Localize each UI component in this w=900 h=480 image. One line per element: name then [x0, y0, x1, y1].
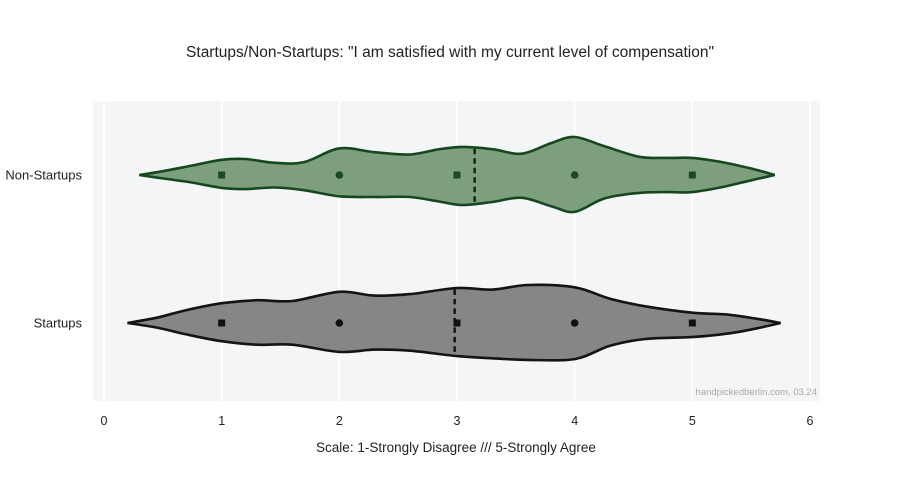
data-point-circle — [570, 171, 579, 179]
x-tick-label: 4 — [571, 414, 578, 428]
x-tick-label: 5 — [689, 414, 696, 428]
data-point-square — [453, 171, 461, 179]
x-tick-label: 0 — [101, 414, 108, 428]
x-tick-labels: 0 1 2 3 4 5 6 — [101, 414, 814, 428]
x-tick-label: 6 — [807, 414, 814, 428]
watermark: handpickedberlin.com, 03.24 — [696, 387, 817, 398]
x-tick-label: 3 — [454, 414, 461, 428]
data-point-circle — [335, 171, 344, 179]
data-point-square — [453, 319, 461, 327]
category-label-startups: Startups — [34, 316, 83, 331]
x-tick-label: 2 — [336, 414, 343, 428]
data-point-square — [218, 171, 226, 179]
category-label-non-startups: Non-Startups — [5, 168, 82, 183]
data-point-square — [218, 319, 226, 327]
data-point-circle — [570, 319, 579, 327]
data-point-square — [688, 171, 696, 179]
x-tick-label: 1 — [218, 414, 225, 428]
data-point-circle — [335, 319, 344, 327]
x-axis-label: Scale: 1-Strongly Disagree /// 5-Strongl… — [316, 440, 596, 455]
data-point-markers — [218, 171, 696, 327]
median-lines — [453, 148, 476, 355]
chart-title: Startups/Non-Startups: "I am satisfied w… — [186, 44, 714, 61]
data-point-square — [688, 319, 696, 327]
